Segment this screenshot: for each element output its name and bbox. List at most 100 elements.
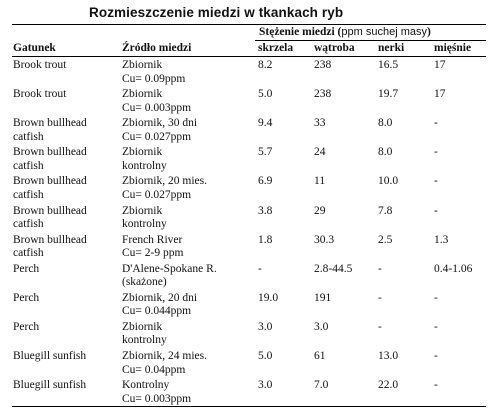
gill-value: 3.8 (258, 204, 273, 217)
source-cell: Kontrolny (122, 379, 170, 392)
liver-value: 33 (314, 117, 326, 130)
species-cell: Brown bullhead (13, 175, 87, 188)
muscle-value: - (434, 204, 438, 217)
muscle-value: - (434, 291, 438, 304)
kidney-value: 7.8 (378, 204, 393, 217)
species-cell: Perch (13, 320, 40, 333)
kidney-value: 16.5 (378, 59, 399, 71)
species-cell: Brook trout (13, 88, 67, 101)
kidney-value: - (378, 262, 382, 275)
kidney-value: - (378, 320, 382, 333)
gill-value: - (258, 262, 262, 275)
source-cell: Cu= 2-9 ppm (122, 247, 184, 260)
source-cell: Cu= 0.044ppm (122, 305, 192, 318)
liver-value: 2.8-44.5 (314, 262, 353, 275)
column-header-source: Źródło miedzi (122, 42, 192, 54)
top-rule (12, 24, 486, 25)
liver-value: 7.0 (314, 379, 329, 392)
gill-value: 9.4 (258, 117, 273, 130)
muscle-value: - (434, 320, 438, 333)
source-cell: Zbiornik (122, 146, 163, 159)
species-cell: Bluegill sunfish (13, 379, 87, 392)
kidney-value: 8.0 (378, 117, 393, 130)
column-header-muscle: mięśnie (434, 42, 472, 54)
muscle-value: 17 (434, 88, 446, 101)
muscle-value: - (434, 117, 438, 130)
source-cell: Cu= 0.027ppm (122, 188, 192, 201)
source-cell: Cu= 0.003ppm (122, 101, 192, 114)
source-cell: Zbiornik (122, 59, 163, 71)
group-header-label: Stężenie miedzi ( (259, 26, 342, 38)
source-cell: Cu= 0.04ppm (122, 363, 186, 376)
species-cell: Bluegill sunfish (13, 350, 87, 362)
gill-value: 5.7 (258, 146, 273, 159)
source-cell: Zbiornik, 30 dni (122, 117, 198, 130)
source-cell: Zbiornik, 20 mies. (122, 175, 207, 188)
species-cell: Perch (13, 291, 40, 304)
gill-value: 8.2 (258, 59, 273, 71)
liver-value: 29 (314, 204, 326, 217)
liver-value: 3.0 (314, 320, 329, 333)
source-cell: (skażone) (122, 276, 167, 289)
species-cell: Brown bullhead (13, 146, 87, 159)
muscle-value: 0.4-1.06 (434, 262, 473, 275)
gill-value: 3.0 (258, 320, 273, 333)
source-cell: Cu= 0.003ppm (122, 392, 192, 405)
muscle-value: - (434, 379, 438, 392)
species-cell: Brook trout (13, 59, 67, 71)
muscle-value: 17 (434, 59, 446, 71)
column-header-liver: wątroba (314, 42, 355, 54)
species-cell: Brown bullhead (13, 117, 87, 130)
source-cell: kontrolny (122, 159, 167, 172)
group-header-unit: ppm suchej masy (341, 26, 427, 38)
column-header-gill: skrzela (258, 42, 294, 54)
gill-value: 6.9 (258, 175, 273, 188)
source-cell: D'Alene-Spokane R. (122, 262, 217, 275)
muscle-value: 1.3 (434, 233, 449, 246)
gill-value: 5.0 (258, 88, 273, 101)
species-cell: catfish (13, 188, 44, 201)
source-cell: kontrolny (122, 334, 167, 347)
source-cell: kontrolny (122, 218, 167, 230)
header-rule (12, 56, 486, 57)
source-cell: Zbiornik, 20 dni (122, 291, 198, 304)
kidney-value: 22.0 (378, 379, 399, 392)
group-header-close: ) (426, 26, 431, 38)
source-cell: Zbiornik (122, 88, 163, 101)
muscle-value: - (434, 146, 438, 159)
liver-value: 238 (314, 88, 332, 101)
liver-value: 11 (314, 175, 326, 188)
kidney-value: 10.0 (378, 175, 399, 188)
muscle-value: - (434, 350, 438, 362)
liver-value: 238 (314, 59, 332, 71)
species-cell: catfish (13, 218, 44, 230)
gill-value: 3.0 (258, 379, 273, 392)
kidney-value: 19.7 (378, 88, 399, 101)
kidney-value: 8.0 (378, 146, 393, 159)
liver-value: 61 (314, 350, 326, 362)
source-cell: Zbiornik (122, 320, 163, 333)
group-header: Stężenie miedzi (ppm suchej masy) (259, 26, 431, 38)
liver-value: 191 (314, 291, 332, 304)
source-cell: French River (122, 233, 183, 246)
table-title: Rozmieszczenie miedzi w tkankach ryb (89, 5, 344, 20)
gill-value: 1.8 (258, 233, 273, 246)
species-cell: Brown bullhead (13, 233, 87, 246)
gill-value: 5.0 (258, 350, 273, 362)
group-header-rule (255, 40, 486, 41)
species-cell: catfish (13, 159, 44, 172)
column-header-species: Gatunek (13, 42, 56, 54)
kidney-value: - (378, 291, 382, 304)
source-cell: Cu= 0.09ppm (122, 72, 186, 85)
kidney-value: 2.5 (378, 233, 393, 246)
gill-value: 19.0 (258, 291, 279, 304)
source-cell: Cu= 0.027ppm (122, 130, 192, 143)
kidney-value: 13.0 (378, 350, 399, 362)
species-cell: Brown bullhead (13, 204, 87, 217)
bottom-rule (12, 406, 486, 407)
liver-value: 30.3 (314, 233, 335, 246)
species-cell: catfish (13, 247, 44, 260)
source-cell: Zbiornik (122, 204, 163, 217)
species-cell: Perch (13, 262, 40, 275)
muscle-value: - (434, 175, 438, 188)
